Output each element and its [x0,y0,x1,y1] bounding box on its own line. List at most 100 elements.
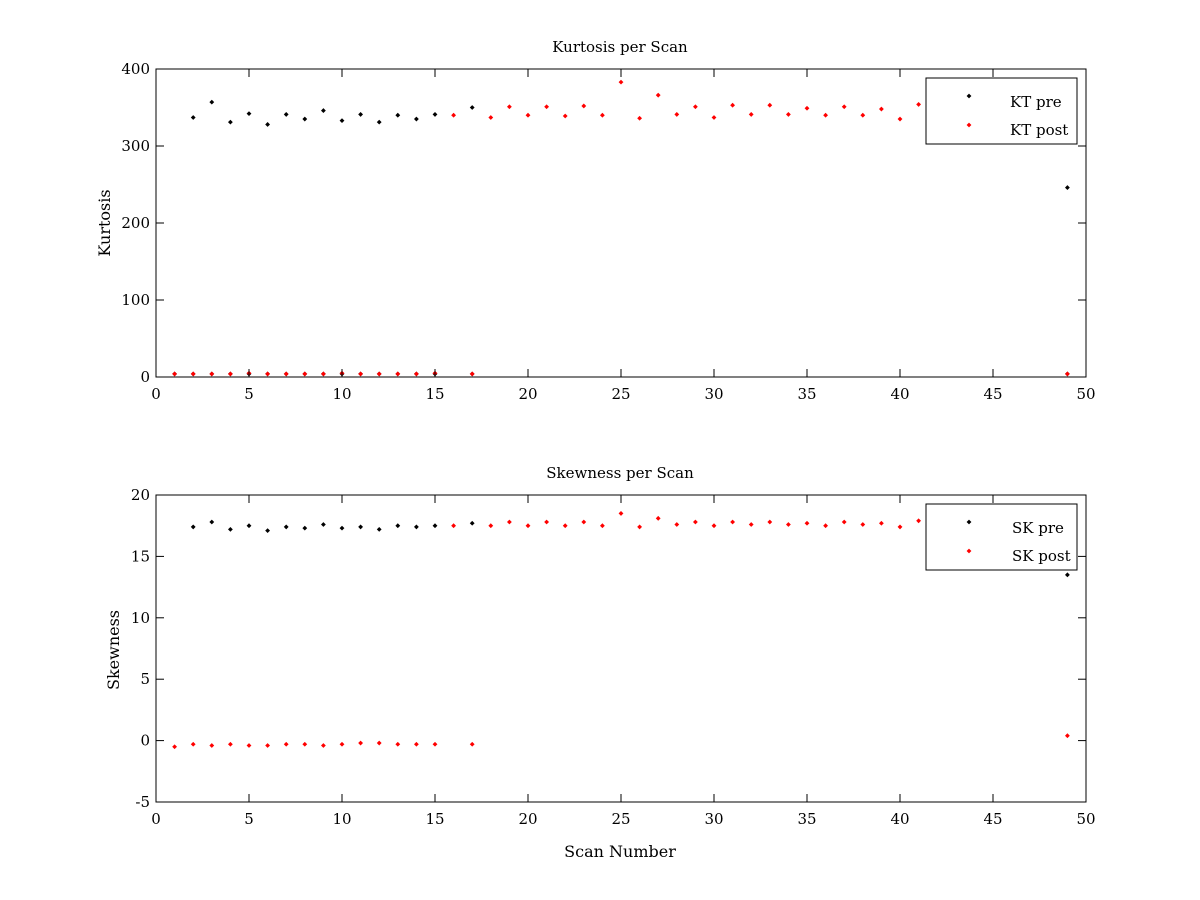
kurtosis-legend-marker-0 [966,93,972,99]
skewness-xtick-label-8: 40 [890,810,909,828]
kurtosis-xtick-label-8: 40 [890,385,909,403]
kurtosis-series0-point-3 [246,111,252,117]
skewness-series1-point-27 [655,515,661,521]
kurtosis-xtick-label-1: 5 [244,385,254,403]
skewness-series1-point-5 [265,743,270,748]
skewness-xtick-label-6: 30 [704,810,723,828]
skewness-series1-point-4 [246,743,252,748]
skewness-xtick-label-1: 5 [244,810,254,828]
skewness-series1-point-41 [916,518,921,524]
skewness-series1-point-7 [302,741,308,747]
skewness-series1-point-19 [507,519,512,525]
skewness-series1-point-11 [376,740,382,746]
kurtosis-series1-point-31 [730,102,735,108]
kurtosis-subplot: Kurtosis per Scan Kurtosis 0 5 10 15 20 25 30 3… [95,38,1096,403]
kurtosis-ytick-label-1: 100 [121,291,150,309]
skewness-series1-point-20 [525,523,531,529]
kurtosis-ytick-label-3: 300 [121,137,150,155]
kurtosis-series1-point-3 [228,371,233,377]
skewness-series0-point-6 [302,525,308,531]
skewness-series0-point-7 [321,522,326,527]
kurtosis-ytick-label-0: 0 [140,368,150,386]
skewness-series1-point-31 [730,519,735,525]
skewness-series1-point-39 [879,520,884,526]
skewness-series1-point-25 [618,511,624,516]
kurtosis-series0-point-9 [358,112,363,117]
kurtosis-series1-point-1 [190,371,196,377]
skewness-series0-point-8 [339,525,345,531]
kurtosis-series1-point-36 [823,112,828,118]
skewness-series1-point-32 [748,522,754,527]
kurtosis-series0-point-11 [395,112,401,118]
kurtosis-xtick-label-0: 0 [151,385,161,403]
skewness-legend-marker-1 [966,548,972,554]
kurtosis-series1-point-28 [674,112,680,117]
kurtosis-series1-point-2 [209,371,215,377]
kurtosis-series0-point-13 [432,112,438,117]
skewness-series0-point-2 [228,526,233,532]
kurtosis-series1-point-16 [1065,371,1070,377]
skewness-series0-point-14 [469,520,475,526]
kurtosis-xtick-label-2: 10 [332,385,351,403]
kurtosis-ylabel: Kurtosis [95,189,114,256]
kurtosis-series1-point-38 [860,112,866,118]
skewness-xtick-label-7: 35 [797,810,816,828]
kurtosis-marks [172,79,1070,377]
skewness-xtick-label-2: 10 [332,810,351,828]
kurtosis-series1-point-24 [600,112,605,118]
kurtosis-series1-point-33 [767,102,773,108]
kurtosis-xtick-label-4: 20 [518,385,537,403]
skewness-series0-point-10 [376,526,382,532]
skewness-ytick-label-2: 5 [140,670,150,688]
skewness-series1-point-30 [711,523,717,529]
kurtosis-series1-point-26 [637,115,642,121]
skewness-series1-point-0 [172,744,177,750]
kurtosis-series1-point-12 [395,371,401,377]
kurtosis-series0-point-12 [414,116,419,122]
skewness-series0-point-15 [1065,572,1070,578]
kurtosis-series1-point-11 [376,371,382,377]
kurtosis-series1-point-41 [916,102,921,107]
skewness-series1-point-8 [321,743,326,748]
kurtosis-legend-pre-label: KT pre [1010,93,1062,111]
kurtosis-series1-point-7 [302,371,308,377]
kurtosis-series1-point-6 [283,371,289,377]
kurtosis-series0-point-5 [283,112,289,117]
kurtosis-series1-point-20 [525,112,531,118]
skewness-legend-marker-0 [966,519,972,525]
skewness-ytick-label-4: 15 [131,547,150,565]
kurtosis-series1-point-25 [618,79,624,85]
kurtosis-series0-point-10 [376,119,382,125]
skewness-xtick-label-4: 20 [518,810,537,828]
kurtosis-series1-point-10 [358,371,363,377]
kurtosis-series0-point-4 [265,122,270,127]
kurtosis-series0-point-15 [1065,185,1070,190]
skewness-series1-point-36 [823,523,828,529]
skewness-series1-point-35 [804,520,810,526]
skewness-series1-point-1 [190,741,196,747]
skewness-series1-point-40 [897,524,903,530]
skewness-series1-point-21 [544,519,549,525]
skewness-series0-point-0 [190,524,196,530]
skewness-series1-point-37 [841,519,847,525]
kurtosis-series0-point-7 [321,108,326,113]
skewness-series0-point-1 [209,519,215,525]
skewness-series1-point-23 [581,519,587,525]
kurtosis-series1-point-37 [841,104,847,110]
kurtosis-series0-point-8 [339,118,345,123]
skewness-series1-point-24 [600,523,605,529]
kurtosis-series0-point-1 [209,99,215,105]
skewness-series1-point-2 [209,743,215,748]
skewness-subplot: Skewness per Scan Skewness Scan Number 0… [104,464,1096,861]
skewness-ytick-label-5: 20 [131,486,150,504]
skewness-title: Skewness per Scan [546,464,694,482]
skewness-series1-point-10 [358,740,363,746]
kurtosis-series1-point-39 [879,106,884,112]
skewness-series1-point-28 [674,522,680,527]
skewness-ylabel: Skewness [104,610,123,690]
skewness-series0-point-11 [395,523,401,529]
skewness-series1-point-9 [339,741,345,747]
kurtosis-series0-point-2 [228,119,233,125]
kurtosis-legend-post-label: KT post [1010,121,1068,139]
